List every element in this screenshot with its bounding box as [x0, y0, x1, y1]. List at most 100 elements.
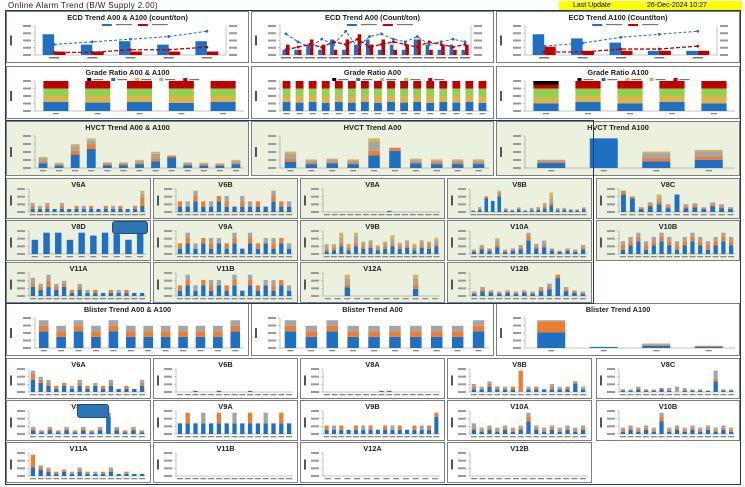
y-tick-label	[17, 368, 25, 370]
x-tick-label	[270, 256, 277, 258]
bar-segment	[636, 431, 641, 434]
bar-segment	[108, 471, 114, 476]
bar-stack	[589, 138, 618, 168]
bar-segment	[541, 429, 547, 432]
bar-segment	[479, 429, 484, 432]
y-tick-label	[311, 368, 319, 370]
bar-stack	[638, 207, 644, 212]
bar-stack	[77, 379, 82, 392]
bar-segment	[565, 389, 570, 392]
x-tick-label	[478, 394, 485, 396]
bar-stack	[721, 389, 726, 392]
bar-stack	[271, 280, 276, 296]
x-tick-label	[525, 256, 532, 258]
bar-segment	[230, 325, 241, 332]
bar-segment	[729, 245, 734, 254]
ecd-trend-a100-count-ton-chart-2: ECD Trend A100 (Count/ton)	[496, 11, 740, 63]
y-tick-label	[23, 46, 31, 49]
bar-segment	[72, 430, 78, 433]
bar-a	[449, 44, 454, 55]
x-tick-label	[95, 214, 102, 216]
x-tick-label	[728, 256, 735, 258]
bar-segment	[477, 209, 482, 212]
x-tick-label	[515, 214, 522, 216]
bar-segment	[721, 429, 726, 434]
x-tick-label	[208, 298, 215, 300]
bar-stack	[201, 238, 206, 254]
x-tick-label	[330, 436, 337, 438]
bar-stack	[682, 427, 687, 434]
bar-segment	[628, 389, 633, 391]
bar-segment	[537, 332, 566, 348]
bar-b	[309, 39, 314, 55]
bar-segment	[643, 425, 649, 428]
bar-segment	[135, 162, 144, 165]
bar-segment	[656, 201, 662, 205]
bar-segment	[728, 208, 733, 210]
bar-stack	[387, 81, 395, 111]
bar-segment	[126, 96, 153, 102]
bar-stack	[620, 427, 625, 434]
x-tick-label	[280, 57, 291, 59]
bar-stack	[636, 232, 641, 254]
bar-segment	[208, 423, 214, 434]
bar-segment	[375, 246, 380, 249]
x-tick-label	[720, 256, 727, 258]
bar-segment	[132, 292, 137, 296]
bar-stack	[573, 381, 578, 392]
x-tick-label	[324, 298, 331, 300]
bar-segment	[368, 425, 373, 430]
x-tick-label	[56, 170, 63, 172]
bar-stack	[701, 207, 707, 212]
bar-stack	[167, 155, 177, 168]
bar-segment	[347, 159, 359, 161]
bar-segment	[38, 286, 43, 290]
bar-segment	[562, 209, 567, 212]
bar-stack	[143, 325, 153, 348]
bar-stack	[30, 370, 36, 392]
bar-segment	[305, 159, 318, 161]
bar-stack	[255, 243, 261, 254]
bar-stack	[542, 202, 547, 212]
bar-segment	[682, 429, 687, 432]
bar-segment	[471, 384, 477, 387]
bar-stack	[510, 386, 516, 392]
x-tick-label	[352, 57, 363, 59]
bar-segment	[647, 206, 653, 212]
bar-stack	[580, 245, 586, 254]
bar-stack	[471, 249, 477, 254]
bar-segment	[589, 138, 618, 168]
bar-segment	[434, 243, 439, 247]
bar-segment	[216, 196, 222, 202]
x-tick-label	[362, 394, 369, 396]
y-tick-label	[311, 417, 319, 420]
bar-a	[282, 49, 286, 55]
x-tick-label	[278, 436, 285, 438]
v9b-chart-16: V9B	[300, 220, 445, 261]
bar-segment	[368, 336, 380, 348]
x-tick-label	[666, 256, 673, 258]
bar-segment	[286, 201, 292, 207]
bar-segment	[683, 206, 689, 209]
bar-segment	[410, 336, 422, 348]
chart-svg	[600, 368, 735, 396]
bar-stack	[505, 290, 510, 296]
bar-segment	[282, 88, 291, 96]
x-tick-label	[433, 214, 440, 216]
x-tick-label	[509, 436, 516, 438]
x-tick-label	[504, 478, 511, 480]
bar-segment	[116, 289, 121, 293]
y-tick-label	[268, 143, 276, 145]
bar-stack	[516, 207, 521, 212]
x-tick-label	[541, 214, 548, 216]
bar-segment	[334, 88, 343, 96]
bar-segment	[487, 425, 492, 428]
y-tick-label	[311, 245, 319, 248]
bar-segment	[232, 285, 237, 296]
chart-title: V11B	[216, 264, 235, 273]
bar-stack	[118, 205, 123, 212]
bar-stack	[132, 473, 137, 476]
bar-stack	[177, 285, 183, 296]
bar-segment	[108, 331, 119, 348]
bar-segment	[518, 370, 523, 392]
